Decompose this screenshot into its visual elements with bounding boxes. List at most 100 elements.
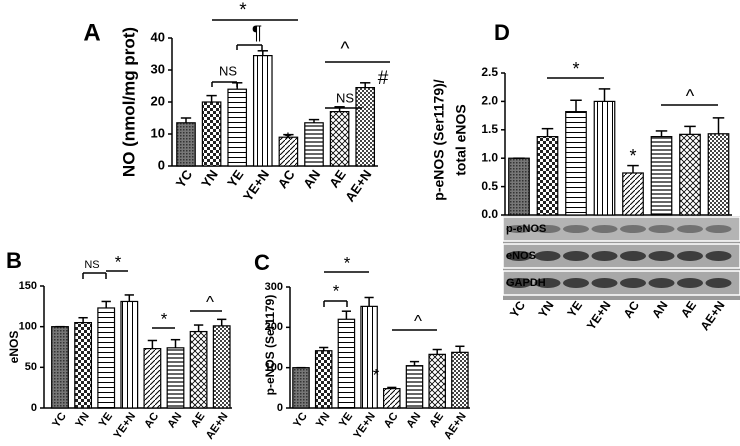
bar (679, 133, 701, 216)
x-tick-label: YC (50, 410, 69, 429)
y-axis-label: p-eNOS (Ser1179) (263, 295, 277, 396)
x-tick-label: AN (165, 410, 184, 430)
panel-label: C (254, 250, 270, 275)
x-tick-label: YE (224, 167, 246, 190)
error-bar (455, 345, 465, 353)
bar (593, 100, 616, 216)
annotation: * (161, 309, 168, 328)
bar (360, 305, 378, 409)
blot-band (620, 225, 646, 233)
blot-band (648, 251, 675, 261)
x-tick-label: YE (564, 299, 585, 320)
blot-band (534, 225, 561, 233)
bar (508, 157, 530, 216)
x-tick-label: YE+N (351, 410, 378, 441)
y-tick-label: 150 (19, 280, 37, 292)
y-tick-label: 0 (158, 157, 165, 172)
blot-band (648, 225, 675, 233)
y-tick-label: 100 (265, 362, 283, 374)
blot-band (506, 251, 532, 261)
annotation: ^ (206, 292, 214, 311)
bar (252, 54, 273, 167)
bar (383, 388, 401, 409)
error-bar (341, 310, 351, 320)
y-tick-label: 300 (265, 281, 283, 293)
blot-band (705, 225, 732, 233)
x-tick-label: AE+N (442, 410, 469, 441)
bar (51, 326, 69, 409)
y-tick-label: 0 (31, 402, 37, 414)
error-bar (147, 339, 158, 349)
y-tick-label: 2.5 (481, 65, 498, 79)
bar (201, 101, 222, 167)
x-tick-label: YN (536, 299, 557, 321)
y-tick-label: 0.5 (481, 179, 498, 193)
error-bar (257, 50, 268, 56)
y-tick-label: 30 (151, 61, 165, 76)
x-tick-label: AE+N (698, 299, 728, 334)
x-tick-label: YE (97, 411, 115, 430)
annotation: NS (219, 63, 237, 78)
blot-band (563, 225, 589, 233)
bar (143, 348, 162, 409)
y-tick-label: 200 (265, 321, 283, 333)
x-tick-label: YE (337, 411, 355, 430)
bar (292, 367, 310, 409)
x-tick-label: AE+N (204, 410, 231, 441)
bar (451, 351, 469, 409)
annotation: NS (336, 90, 354, 105)
bar (650, 136, 673, 216)
bar (536, 136, 559, 216)
bar (97, 307, 116, 409)
bar (176, 122, 196, 167)
x-tick-label: AC (382, 410, 401, 430)
blot-band (506, 225, 532, 233)
error-bar (217, 318, 227, 326)
x-tick-label: YE+N (240, 167, 272, 204)
x-tick-label: YC (507, 298, 528, 320)
annotation: * (239, 0, 247, 21)
annotation: ^ (341, 39, 350, 60)
annotation: * (115, 252, 122, 271)
blot-band (591, 225, 618, 233)
bar (166, 347, 185, 409)
blot-label: GAPDH (506, 277, 546, 289)
y-tick-label: 0.0 (481, 207, 498, 221)
bar (120, 300, 139, 409)
error-bar (78, 316, 88, 323)
blot-band (591, 251, 618, 261)
y-tick-label: 1.0 (481, 150, 498, 164)
annotation: ^ (414, 311, 422, 330)
x-tick-label: AC (275, 167, 298, 191)
x-tick-label: AN (300, 167, 323, 191)
error-bar (193, 324, 204, 332)
panel-label: B (6, 248, 22, 273)
panel-label: A (83, 19, 100, 46)
blot-band (677, 278, 703, 288)
error-bar (364, 296, 374, 307)
annotation: * (333, 281, 340, 300)
y-axis-label: total eNOS (453, 104, 469, 176)
y-tick-label: 40 (151, 29, 165, 44)
x-tick-label: AE+N (342, 167, 374, 204)
annotation: * (629, 146, 636, 166)
error-bar (319, 346, 329, 351)
blot-band (591, 278, 618, 288)
y-axis-label: p-eNOS (Ser1179)/ (431, 79, 447, 200)
bar (707, 133, 730, 216)
x-tick-label: YE+N (112, 410, 139, 441)
blot-band (620, 251, 646, 261)
blot-label: p-eNOS (506, 223, 546, 235)
blot-band (705, 251, 732, 261)
blot-band (534, 251, 561, 261)
blot-band (534, 278, 561, 288)
blot-band (620, 278, 646, 288)
x-tick-label: AC (142, 410, 161, 430)
x-tick-label: AN (404, 410, 423, 430)
x-tick-label: YN (198, 167, 221, 190)
x-tick-label: AE (326, 167, 349, 191)
error-bar (387, 386, 397, 389)
y-tick-label: 50 (25, 361, 37, 373)
annotation: * (284, 130, 292, 151)
